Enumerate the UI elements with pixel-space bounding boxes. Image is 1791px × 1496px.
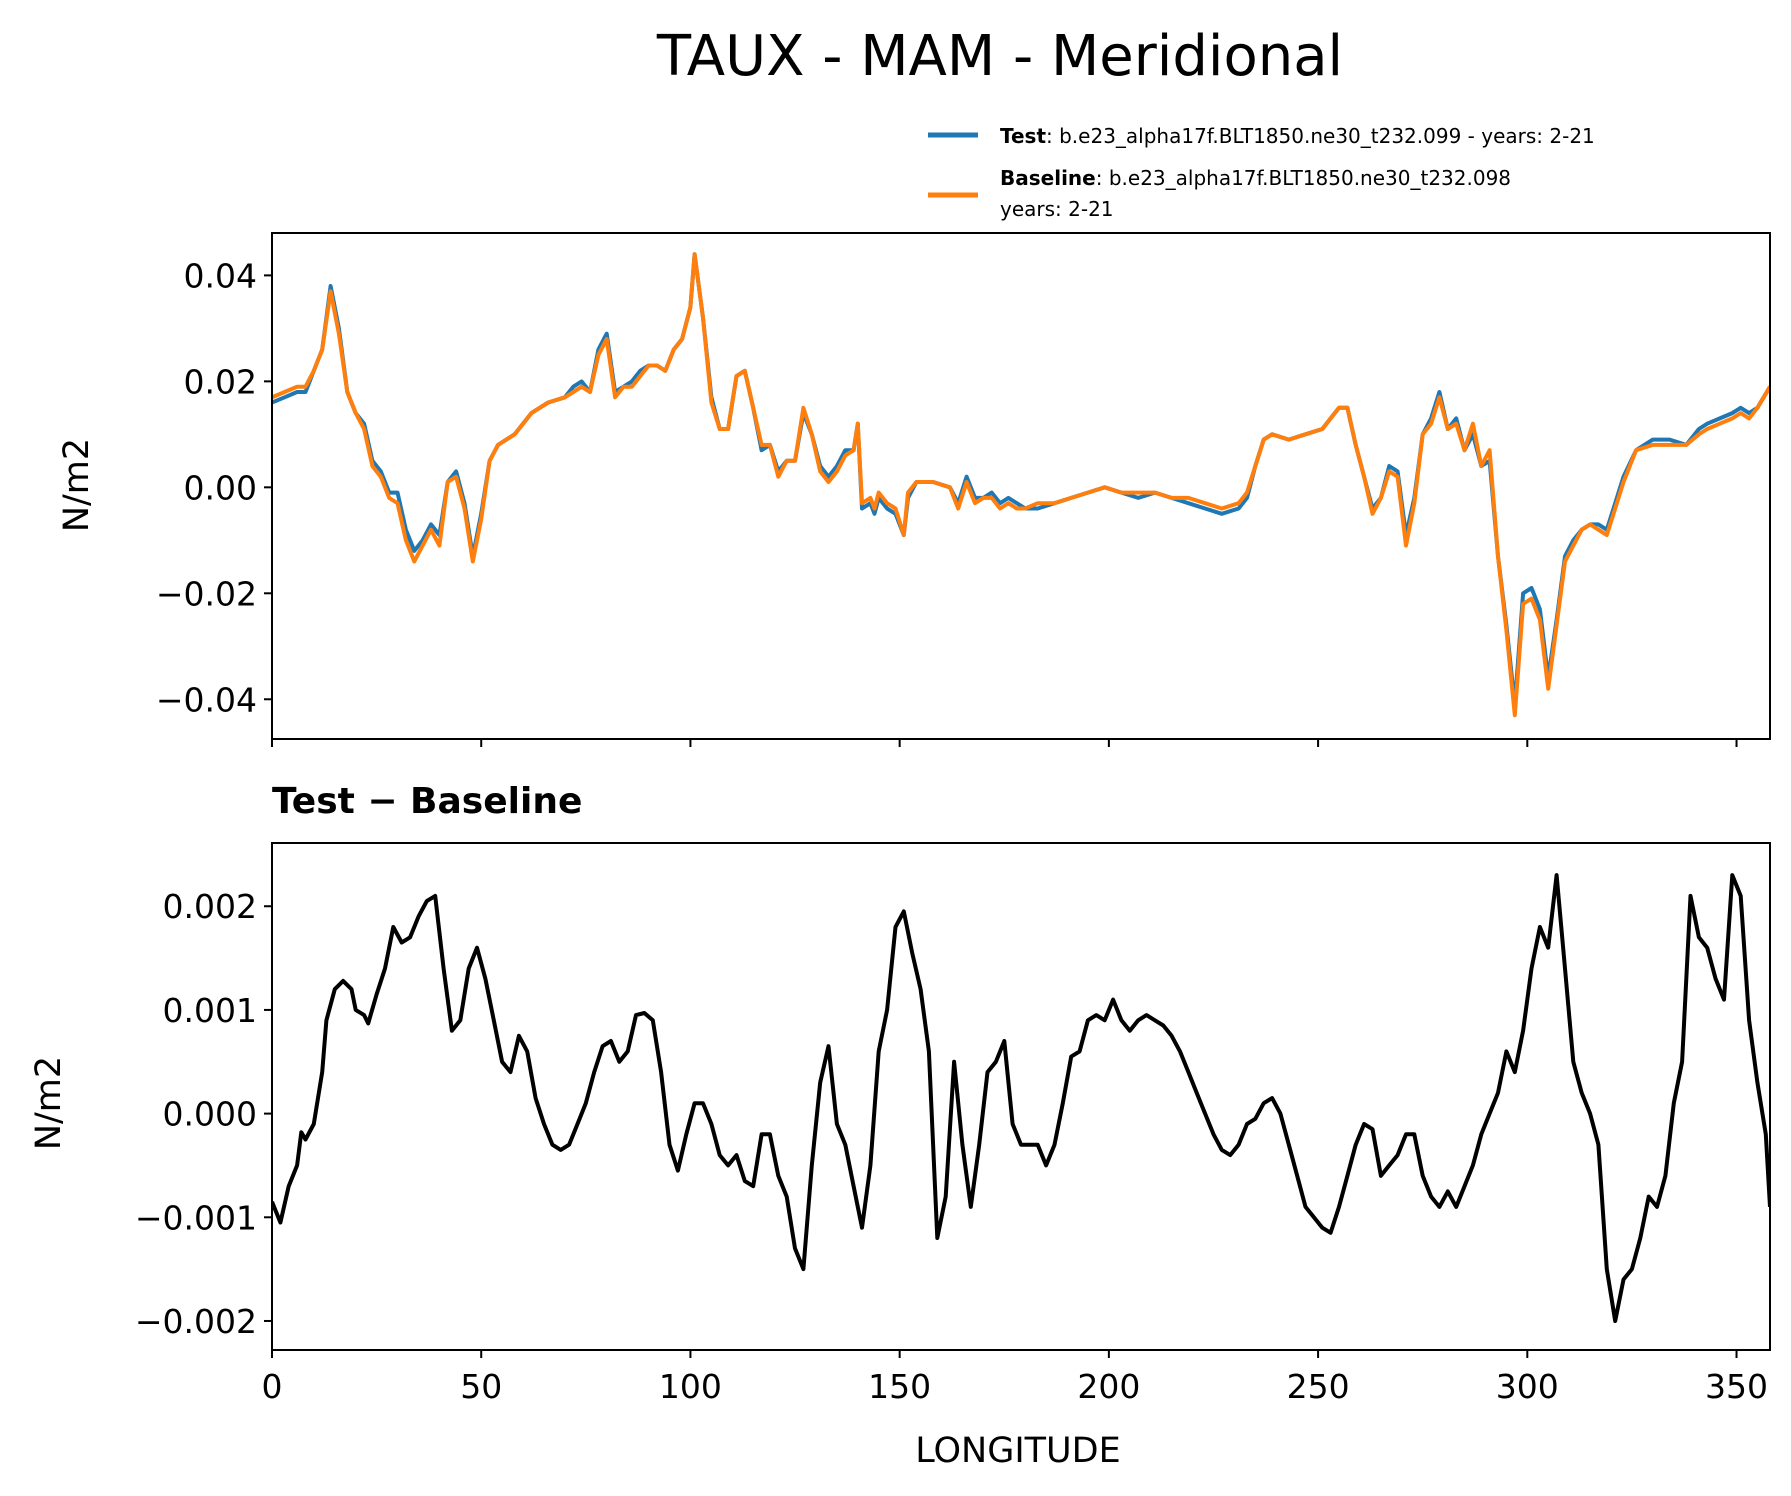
xtick-label: 100 [659,1367,722,1406]
xtick-label: 200 [1077,1367,1140,1406]
xtick-label: 350 [1705,1367,1768,1406]
legend-baseline-desc2: years: 2-21 [1000,197,1114,221]
bottom-ylabel: N/m2 [29,1056,69,1150]
legend-baseline-desc: : b.e23_alpha17f.BLT1850.ne30_t232.098 [1096,166,1511,190]
xtick-label: 250 [1287,1367,1350,1406]
xtick-label: 0 [262,1367,283,1406]
svg-text:Baseline: b.e23_alpha17f.BLT18: Baseline: b.e23_alpha17f.BLT1850.ne30_t2… [1000,166,1511,190]
legend-test-desc: : b.e23_alpha17f.BLT1850.ne30_t232.099 -… [1046,124,1595,148]
x-axis-label: LONGITUDE [915,1431,1121,1471]
top-ytick-label: 0.02 [184,362,257,401]
legend-baseline-label: Baseline [1000,166,1096,190]
xtick-label: 50 [460,1367,502,1406]
bottom-ytick-label: −0.002 [135,1302,257,1341]
top-panel: −0.04 −0.02 0.00 0.02 0.04 [156,232,1771,747]
svg-text:Test: b.e23_alpha17f.BLT1850.n: Test: b.e23_alpha17f.BLT1850.ne30_t232.0… [1000,124,1595,148]
bottom-ytick-label: 0.000 [163,1095,257,1134]
figure-title: TAUX - MAM - Meridional [656,24,1343,89]
xtick-label: 150 [868,1367,931,1406]
top-ytick-label: −0.04 [156,680,257,719]
bottom-ytick-label: 0.002 [163,887,257,926]
bottom-series-line-test-baseline [272,873,1770,1323]
xtick-label: 300 [1496,1367,1559,1406]
top-series-line-baseline [272,252,1770,718]
top-ylabel: N/m2 [57,438,97,532]
bottom-ytick-label: 0.001 [163,991,257,1030]
bottom-panel: −0.002 −0.001 0.000 0.001 0.002 0 50 100 150 200 2… [135,842,1771,1406]
top-ytick-label: 0.04 [184,256,257,295]
top-ytick-label: −0.02 [156,574,257,613]
legend-test-label: Test [1000,124,1046,148]
bottom-axes-frame [271,842,1771,1351]
bottom-ytick-label: −0.001 [135,1198,257,1237]
diff-subtitle: Test − Baseline [272,781,582,822]
top-ytick-label: 0.00 [184,468,257,507]
top-axes-frame [271,232,1771,740]
legend: Test: b.e23_alpha17f.BLT1850.ne30_t232.0… [928,124,1595,221]
